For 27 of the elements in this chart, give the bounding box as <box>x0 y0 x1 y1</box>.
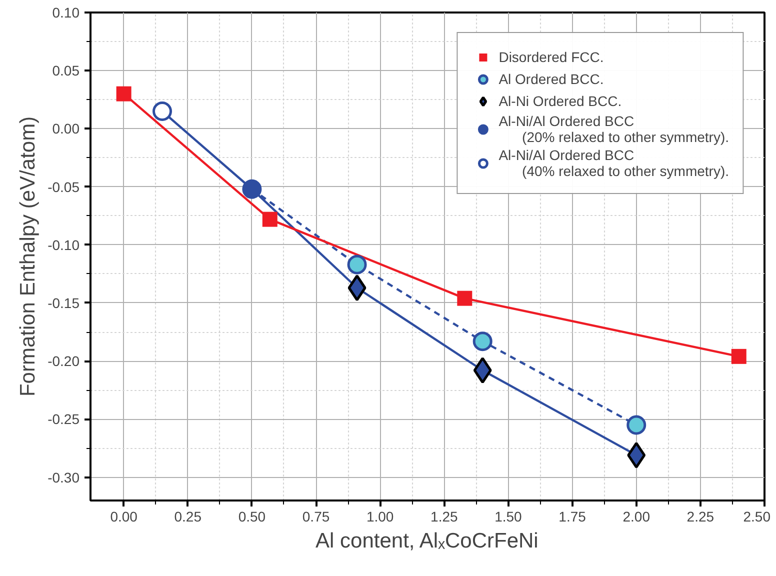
x-tick-label: 1.00 <box>366 508 394 524</box>
x-tick-label: 0.00 <box>110 508 138 524</box>
y-tick-label: 0.10 <box>52 4 80 20</box>
y-tick-label: 0.00 <box>52 120 80 137</box>
y-tick-label: -0.20 <box>48 353 80 370</box>
legend-label: Al-Ni/Al Ordered BCC (20% relaxed to other symmetry). <box>498 113 729 145</box>
legend-label: Al-Ni/Al Ordered BCC (40% relaxed to other symmetry). <box>498 147 729 179</box>
x-tick-label: 0.25 <box>174 508 202 524</box>
legend-label: Al-Ni Ordered BCC. <box>498 92 622 110</box>
y-tick-label: -0.15 <box>48 294 80 311</box>
x-tick-label: 2.25 <box>686 508 714 524</box>
x-tick-label: 1.50 <box>494 508 522 524</box>
x-axis-title: Al content, AlₓCoCrFeNi <box>316 530 538 552</box>
x-tick-label: 1.75 <box>558 508 586 524</box>
x-tick-label: 2.00 <box>622 508 650 524</box>
y-axis-title: Formation Enthalpy (eV/atom) <box>16 116 40 397</box>
x-tick-label: 0.75 <box>302 508 330 524</box>
x-tick-label: 0.50 <box>238 508 266 524</box>
y-tick-label: -0.25 <box>48 411 80 428</box>
y-tick-label: -0.10 <box>48 236 80 253</box>
y-tick-label: -0.05 <box>48 178 80 195</box>
x-tick-label: 1.25 <box>430 508 458 524</box>
legend-label: Al Ordered BCC. <box>498 70 604 88</box>
y-tick-label: 0.05 <box>52 62 80 79</box>
x-tick-label: 2.50 <box>743 508 771 524</box>
legend-label: Disordered FCC. <box>498 48 604 66</box>
y-tick-label: -0.30 <box>48 469 80 486</box>
